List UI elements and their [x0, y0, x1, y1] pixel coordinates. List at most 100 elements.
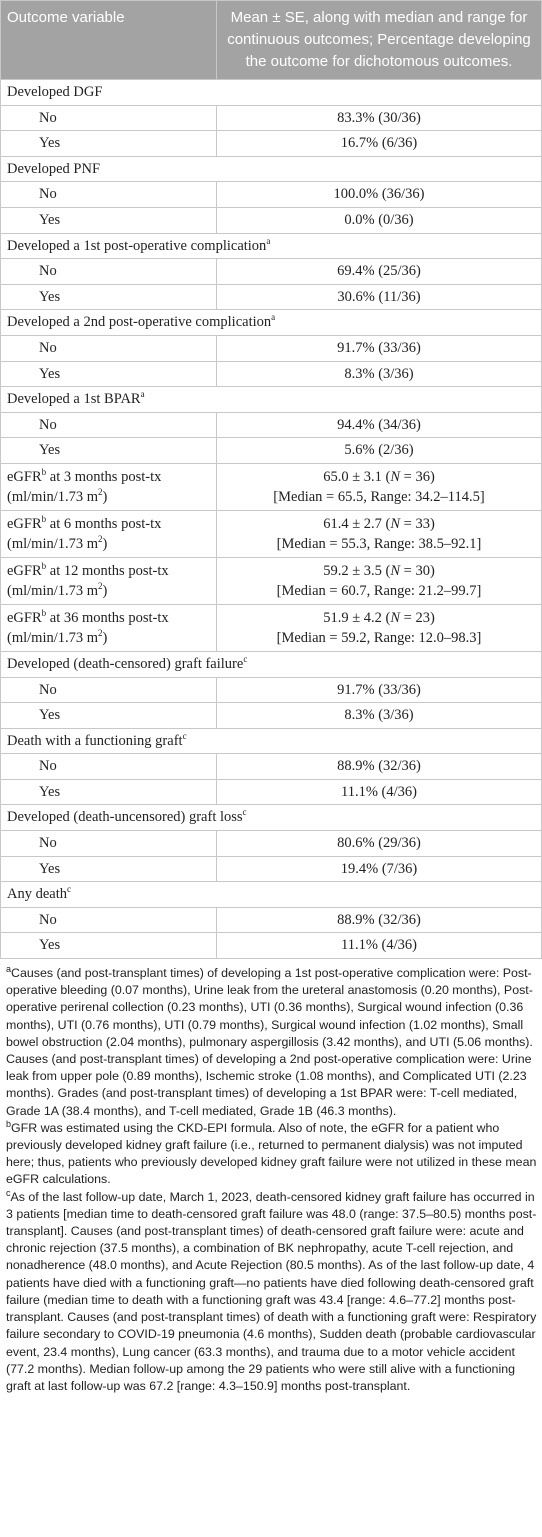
summary: [Median = 60.7, Range: 21.2–99.7]: [276, 582, 482, 599]
superscript: b: [41, 514, 47, 525]
outcome-value: 88.9% (32/36): [216, 906, 542, 934]
text: at 12 months post-tx: [46, 562, 169, 579]
summary: [Median = 55.3, Range: 38.5–92.1]: [276, 535, 482, 552]
section-row: Developed DGF: [0, 79, 542, 106]
measure-label-cell: eGFRb at 6 months post-tx (ml/min/1.73 m2…: [0, 509, 217, 558]
outcome-label: Yes: [0, 437, 217, 464]
outcome-label: No: [0, 334, 217, 362]
footnote-text: Causes (and post-transplant times) of de…: [6, 966, 533, 1118]
outcome-value: 91.7% (33/36): [216, 334, 542, 362]
summary: [Median = 59.2, Range: 12.0–98.3]: [276, 629, 482, 646]
text: (ml/min/1.73 m: [7, 488, 99, 505]
outcome-value: 69.4% (25/36): [216, 258, 542, 285]
text: ): [102, 629, 108, 646]
footnote-mark: c: [182, 730, 187, 741]
outcome-row: No 83.3% (30/36): [0, 104, 542, 132]
outcome-value: 8.3% (3/36): [216, 360, 542, 388]
text: ): [102, 488, 108, 505]
outcome-label: Yes: [0, 206, 217, 234]
text: (ml/min/1.73 m: [7, 629, 99, 646]
measure-label-cell: eGFRb at 12 months post-tx (ml/min/1.73 m…: [0, 556, 217, 605]
text: (ml/min/1.73 m: [7, 535, 99, 552]
outcome-label: Yes: [0, 778, 217, 806]
superscript: b: [41, 561, 47, 572]
italic-text: N: [390, 515, 401, 532]
text: ): [102, 582, 108, 599]
outcome-label: No: [0, 676, 217, 704]
measure-value-cell: 65.0 ± 3.1 (N = 36) [Median = 65.5, Range…: [216, 462, 542, 511]
outcome-label: Yes: [0, 360, 217, 388]
outcome-label: No: [0, 104, 217, 132]
outcome-value: 88.9% (32/36): [216, 753, 542, 780]
outcome-row: No 91.7% (33/36): [0, 334, 542, 362]
footnote-mark: c: [67, 884, 71, 895]
text: eGFR: [7, 468, 42, 485]
footnotes: aCauses (and post-transplant times) of d…: [0, 959, 542, 1395]
text: (ml/min/1.73 m: [7, 582, 99, 599]
superscript: b: [41, 467, 47, 478]
measure-value-cell: 51.9 ± 4.2 (N = 23) [Median = 59.2, Range…: [216, 603, 542, 652]
outcome-table: Outcome variable Mean ± SE, along with m…: [0, 0, 542, 960]
section-cell: Any deathc: [0, 881, 542, 908]
outcome-label: No: [0, 830, 217, 857]
section-cell: Developed (death-uncensored) graft lossc: [0, 804, 542, 832]
outcome-row: No 91.7% (33/36): [0, 676, 542, 704]
footnote-mark: a: [266, 235, 271, 246]
text: at 3 months post-tx: [46, 468, 162, 485]
section-label: Developed a 1st post-operative complicat…: [7, 237, 267, 254]
section-row: Any deathc: [0, 881, 542, 908]
section-label: Developed (death-censored) graft failure: [7, 655, 244, 672]
outcome-value: 100.0% (36/36): [216, 181, 542, 208]
outcome-row: Yes 30.6% (11/36): [0, 283, 542, 311]
section-row: Developed PNF: [0, 155, 542, 183]
footnote-mark: a: [271, 312, 276, 323]
summary: [Median = 65.5, Range: 34.2–114.5]: [273, 488, 485, 505]
text: = 36): [400, 468, 435, 485]
header-row: Outcome variable Mean ± SE, along with m…: [0, 0, 542, 80]
section-row: Developed a 2nd post-operative complicat…: [0, 309, 542, 336]
section-cell: Developed a 2nd post-operative complicat…: [0, 309, 542, 336]
section-row: Developed (death-censored) graft failure…: [0, 650, 542, 678]
section-label: Developed DGF: [7, 84, 103, 100]
superscript: 2: [98, 581, 103, 592]
section-cell: Developed DGF: [0, 79, 542, 106]
text: eGFR: [7, 609, 42, 626]
footnote-text: As of the last follow-up date, March 1, …: [6, 1189, 537, 1393]
outcome-row: No 100.0% (36/36): [0, 181, 542, 208]
outcome-value: 83.3% (30/36): [216, 104, 542, 132]
outcome-row: No 80.6% (29/36): [0, 830, 542, 857]
footnote: bGFR was estimated using the CKD-EPI for…: [6, 1119, 538, 1189]
header-cell: Outcome variable: [0, 0, 217, 80]
header-cell: Mean ± SE, along with median and range f…: [216, 0, 542, 80]
section-cell: Developed (death-censored) graft failure…: [0, 650, 542, 678]
outcome-row: Yes 11.1% (4/36): [0, 932, 542, 960]
italic-text: N: [390, 609, 401, 626]
outcome-label: Yes: [0, 855, 217, 883]
superscript: 2: [98, 628, 103, 639]
outcome-row: Yes 11.1% (4/36): [0, 778, 542, 806]
outcome-label: Yes: [0, 130, 217, 157]
text: at 36 months post-tx: [46, 609, 169, 626]
text: 65.0 ± 3.1 (: [323, 468, 391, 485]
measure-label-cell: eGFRb at 3 months post-tx (ml/min/1.73 m2…: [0, 462, 217, 511]
section-label: Any death: [7, 886, 67, 903]
text: 51.9 ± 4.2 (: [323, 609, 391, 626]
measure-label-cell: eGFRb at 36 months post-tx (ml/min/1.73 m…: [0, 603, 217, 652]
text: at 6 months post-tx: [46, 515, 162, 532]
text: ): [102, 535, 108, 552]
text: eGFR: [7, 515, 42, 532]
outcome-row: No 88.9% (32/36): [0, 753, 542, 780]
superscript: 2: [98, 487, 103, 498]
outcome-row: Yes 19.4% (7/36): [0, 855, 542, 883]
outcome-label: No: [0, 258, 217, 285]
section-row: Death with a functioning graftc: [0, 727, 542, 755]
outcome-value: 5.6% (2/36): [216, 437, 542, 464]
section-cell: Developed a 1st post-operative complicat…: [0, 232, 542, 260]
outcome-value: 8.3% (3/36): [216, 702, 542, 729]
text: eGFR: [7, 562, 42, 579]
superscript: 2: [98, 534, 103, 545]
outcome-row: Yes 5.6% (2/36): [0, 437, 542, 464]
italic-text: N: [390, 468, 401, 485]
outcome-label: No: [0, 411, 217, 439]
